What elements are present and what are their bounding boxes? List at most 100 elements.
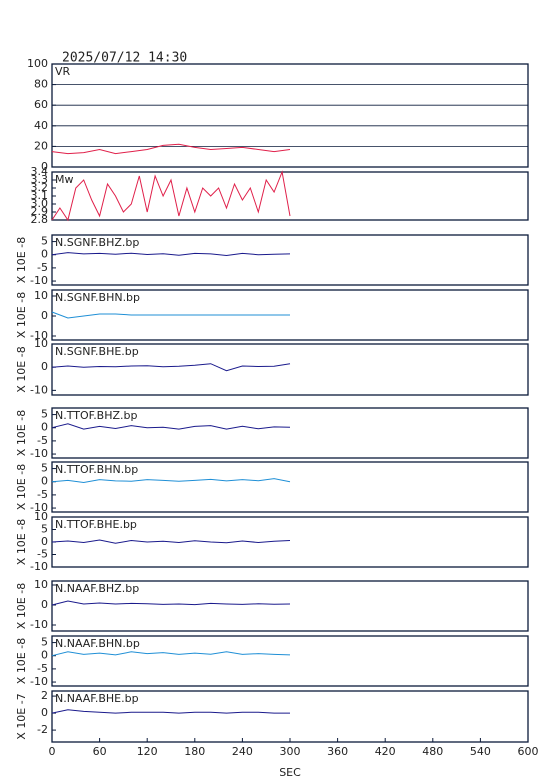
y-tick-label: -10 — [30, 329, 48, 342]
y-tick-label: 3.0 — [31, 197, 49, 210]
y-tick-label: -5 — [37, 548, 48, 561]
x-tick-label: 480 — [422, 745, 443, 758]
y-axis-label: X 10E -8 — [15, 292, 28, 338]
y-tick-label: 0 — [41, 160, 48, 173]
panel-label: N.NAAF.BHZ.bp — [55, 582, 139, 595]
series-line — [51, 478, 291, 484]
y-tick-label: -5 — [37, 488, 48, 501]
y-axis-label: X 10E -8 — [15, 519, 28, 565]
y-tick-label: 5 — [41, 408, 48, 421]
panel-label: N.SGNF.BHN.bp — [55, 291, 140, 304]
y-tick-label: 5 — [41, 235, 48, 248]
panel-frame — [51, 343, 529, 396]
y-tick-label: 60 — [34, 98, 48, 111]
y-tick-label: 3.4 — [31, 165, 49, 178]
timestamp: 2025/07/12 14:30 — [62, 51, 187, 66]
x-tick-label: 540 — [470, 745, 491, 758]
series-line — [51, 252, 291, 257]
y-tick-label: -5 — [37, 662, 48, 675]
x-tick-label: 600 — [518, 745, 539, 758]
panel-label: N.SGNF.BHZ.bp — [55, 236, 139, 249]
panel-label: N.NAAF.BHE.bp — [55, 692, 139, 705]
series-line — [51, 423, 291, 430]
series-line — [51, 709, 290, 714]
panel-label: N.NAAF.BHN.bp — [55, 637, 140, 650]
y-tick-label: -10 — [30, 501, 48, 514]
x-tick-label: 0 — [49, 745, 56, 758]
y-tick-label: 3.2 — [31, 181, 49, 194]
x-tick-label: 180 — [184, 745, 205, 758]
y-axis-label: X 10E -8 — [15, 237, 28, 283]
panel-frame — [51, 461, 529, 513]
y-tick-label: 0 — [41, 309, 48, 322]
y-tick-label: 10 — [34, 578, 48, 591]
panel-label: N.TTOF.BHZ.bp — [55, 409, 138, 422]
y-tick-label: 20 — [34, 139, 48, 152]
x-tick-label: 300 — [280, 745, 301, 758]
y-axis-label: X 10E -8 — [15, 583, 28, 629]
panel-frame — [51, 289, 529, 341]
x-tick-label: 420 — [375, 745, 396, 758]
y-tick-label: 5 — [41, 636, 48, 649]
y-tick-label: 10 — [34, 289, 48, 302]
series-line — [51, 363, 291, 372]
y-axis-label: X 10E -7 — [15, 693, 28, 739]
y-tick-label: 2.8 — [31, 213, 49, 226]
y-tick-label: -10 — [30, 274, 48, 287]
x-axis-label: SEC — [279, 766, 301, 779]
y-tick-label: -10 — [30, 447, 48, 460]
series-line — [51, 651, 291, 657]
panel-frame — [51, 407, 529, 459]
panel-frame — [51, 635, 529, 687]
series-line — [51, 170, 291, 222]
series-line — [51, 539, 291, 544]
y-tick-label: 0 — [41, 649, 48, 662]
y-tick-label: 0 — [41, 421, 48, 434]
y-tick-label: 3.3 — [31, 173, 49, 186]
x-tick-label: 120 — [137, 745, 158, 758]
panel-label: N.TTOF.BHE.bp — [55, 518, 137, 531]
panel-frame — [51, 171, 529, 221]
x-tick-label: 240 — [232, 745, 253, 758]
y-axis-label: X 10E -8 — [15, 346, 28, 392]
panel-frame — [51, 580, 529, 632]
y-tick-label: -5 — [37, 434, 48, 447]
x-tick-label: 360 — [327, 745, 348, 758]
series-line — [51, 600, 291, 606]
y-tick-label: 0 — [41, 706, 48, 719]
y-axis-label: X 10E -8 — [15, 638, 28, 684]
y-tick-label: 0 — [41, 535, 48, 548]
y-tick-label: 0 — [41, 475, 48, 488]
y-tick-label: -10 — [30, 560, 48, 573]
panel-label: Mw — [55, 173, 74, 186]
y-tick-label: -10 — [30, 675, 48, 688]
x-tick-label: 60 — [93, 745, 107, 758]
y-axis-label: X 10E -8 — [15, 464, 28, 510]
y-tick-label: 3.1 — [31, 189, 49, 202]
y-tick-label: -2 — [37, 723, 48, 736]
y-tick-label: 80 — [34, 78, 48, 91]
y-tick-label: 10 — [34, 337, 48, 350]
y-tick-label: 10 — [34, 510, 48, 523]
series-line — [51, 143, 291, 155]
y-tick-label: 0 — [41, 360, 48, 373]
y-tick-label: 5 — [41, 523, 48, 536]
panel-frame — [51, 234, 529, 286]
y-tick-label: 100 — [27, 57, 48, 70]
panel-label: VR — [55, 65, 71, 78]
panel-label: N.SGNF.BHE.bp — [55, 345, 139, 358]
y-tick-label: 0 — [41, 598, 48, 611]
panel-frame — [51, 63, 529, 168]
y-tick-label: 2.9 — [31, 205, 49, 218]
y-tick-label: 2 — [41, 689, 48, 702]
y-tick-label: 40 — [34, 119, 48, 132]
y-tick-label: -5 — [37, 261, 48, 274]
panel-label: N.TTOF.BHN.bp — [55, 463, 138, 476]
y-tick-label: -10 — [30, 618, 48, 631]
y-tick-label: -10 — [30, 383, 48, 396]
y-tick-label: 0 — [41, 248, 48, 261]
series-line — [51, 311, 290, 319]
y-tick-label: 5 — [41, 462, 48, 475]
y-axis-label: X 10E -8 — [15, 410, 28, 456]
